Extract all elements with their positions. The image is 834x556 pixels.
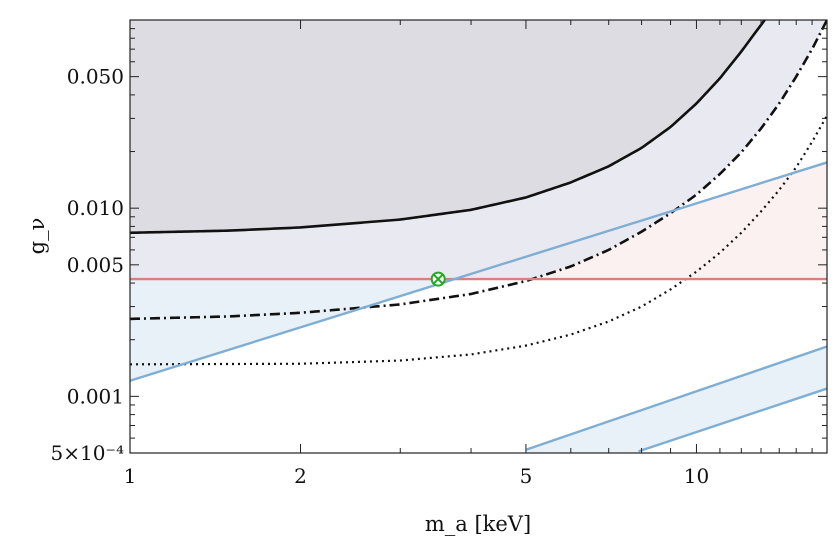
blue-line-lower-upper [525,345,827,451]
shaded-regions [130,20,827,453]
blue-line-lower-lower [638,387,827,453]
pink-region [130,162,827,280]
x-axis-ticks: 1 2 5 10 [124,20,828,488]
y-tick-label: 0.001 [67,384,124,408]
blue-region-upper [130,279,827,381]
y-axis-label: g_ν [25,218,49,255]
x-tick-label: 2 [294,464,307,488]
y-tick-label: 0.010 [67,196,124,220]
dotted-black-curve [130,115,827,366]
blue-line-upper [130,161,827,382]
y-axis-ticks: 5×10⁻⁴ 0.001 0.005 0.010 0.050 [50,19,827,465]
markers [430,271,446,287]
benchmark-point-marker [430,271,446,287]
y-tick-label: 0.005 [67,253,124,277]
y-tick-label: 0.050 [67,65,124,89]
x-tick-label: 1 [124,464,137,488]
x-tick-label: 10 [684,464,709,488]
curves [130,20,827,453]
x-axis-label: m_a [keV] [425,512,531,536]
excluded-region-solid [130,20,765,233]
y-tick-label: 5×10⁻⁴ [50,441,124,465]
x-tick-label: 5 [520,464,533,488]
blue-region-lower [525,346,827,453]
dashdot-black-curve [130,20,827,321]
solid-black-curve [130,20,767,235]
plot-frame [129,19,828,454]
